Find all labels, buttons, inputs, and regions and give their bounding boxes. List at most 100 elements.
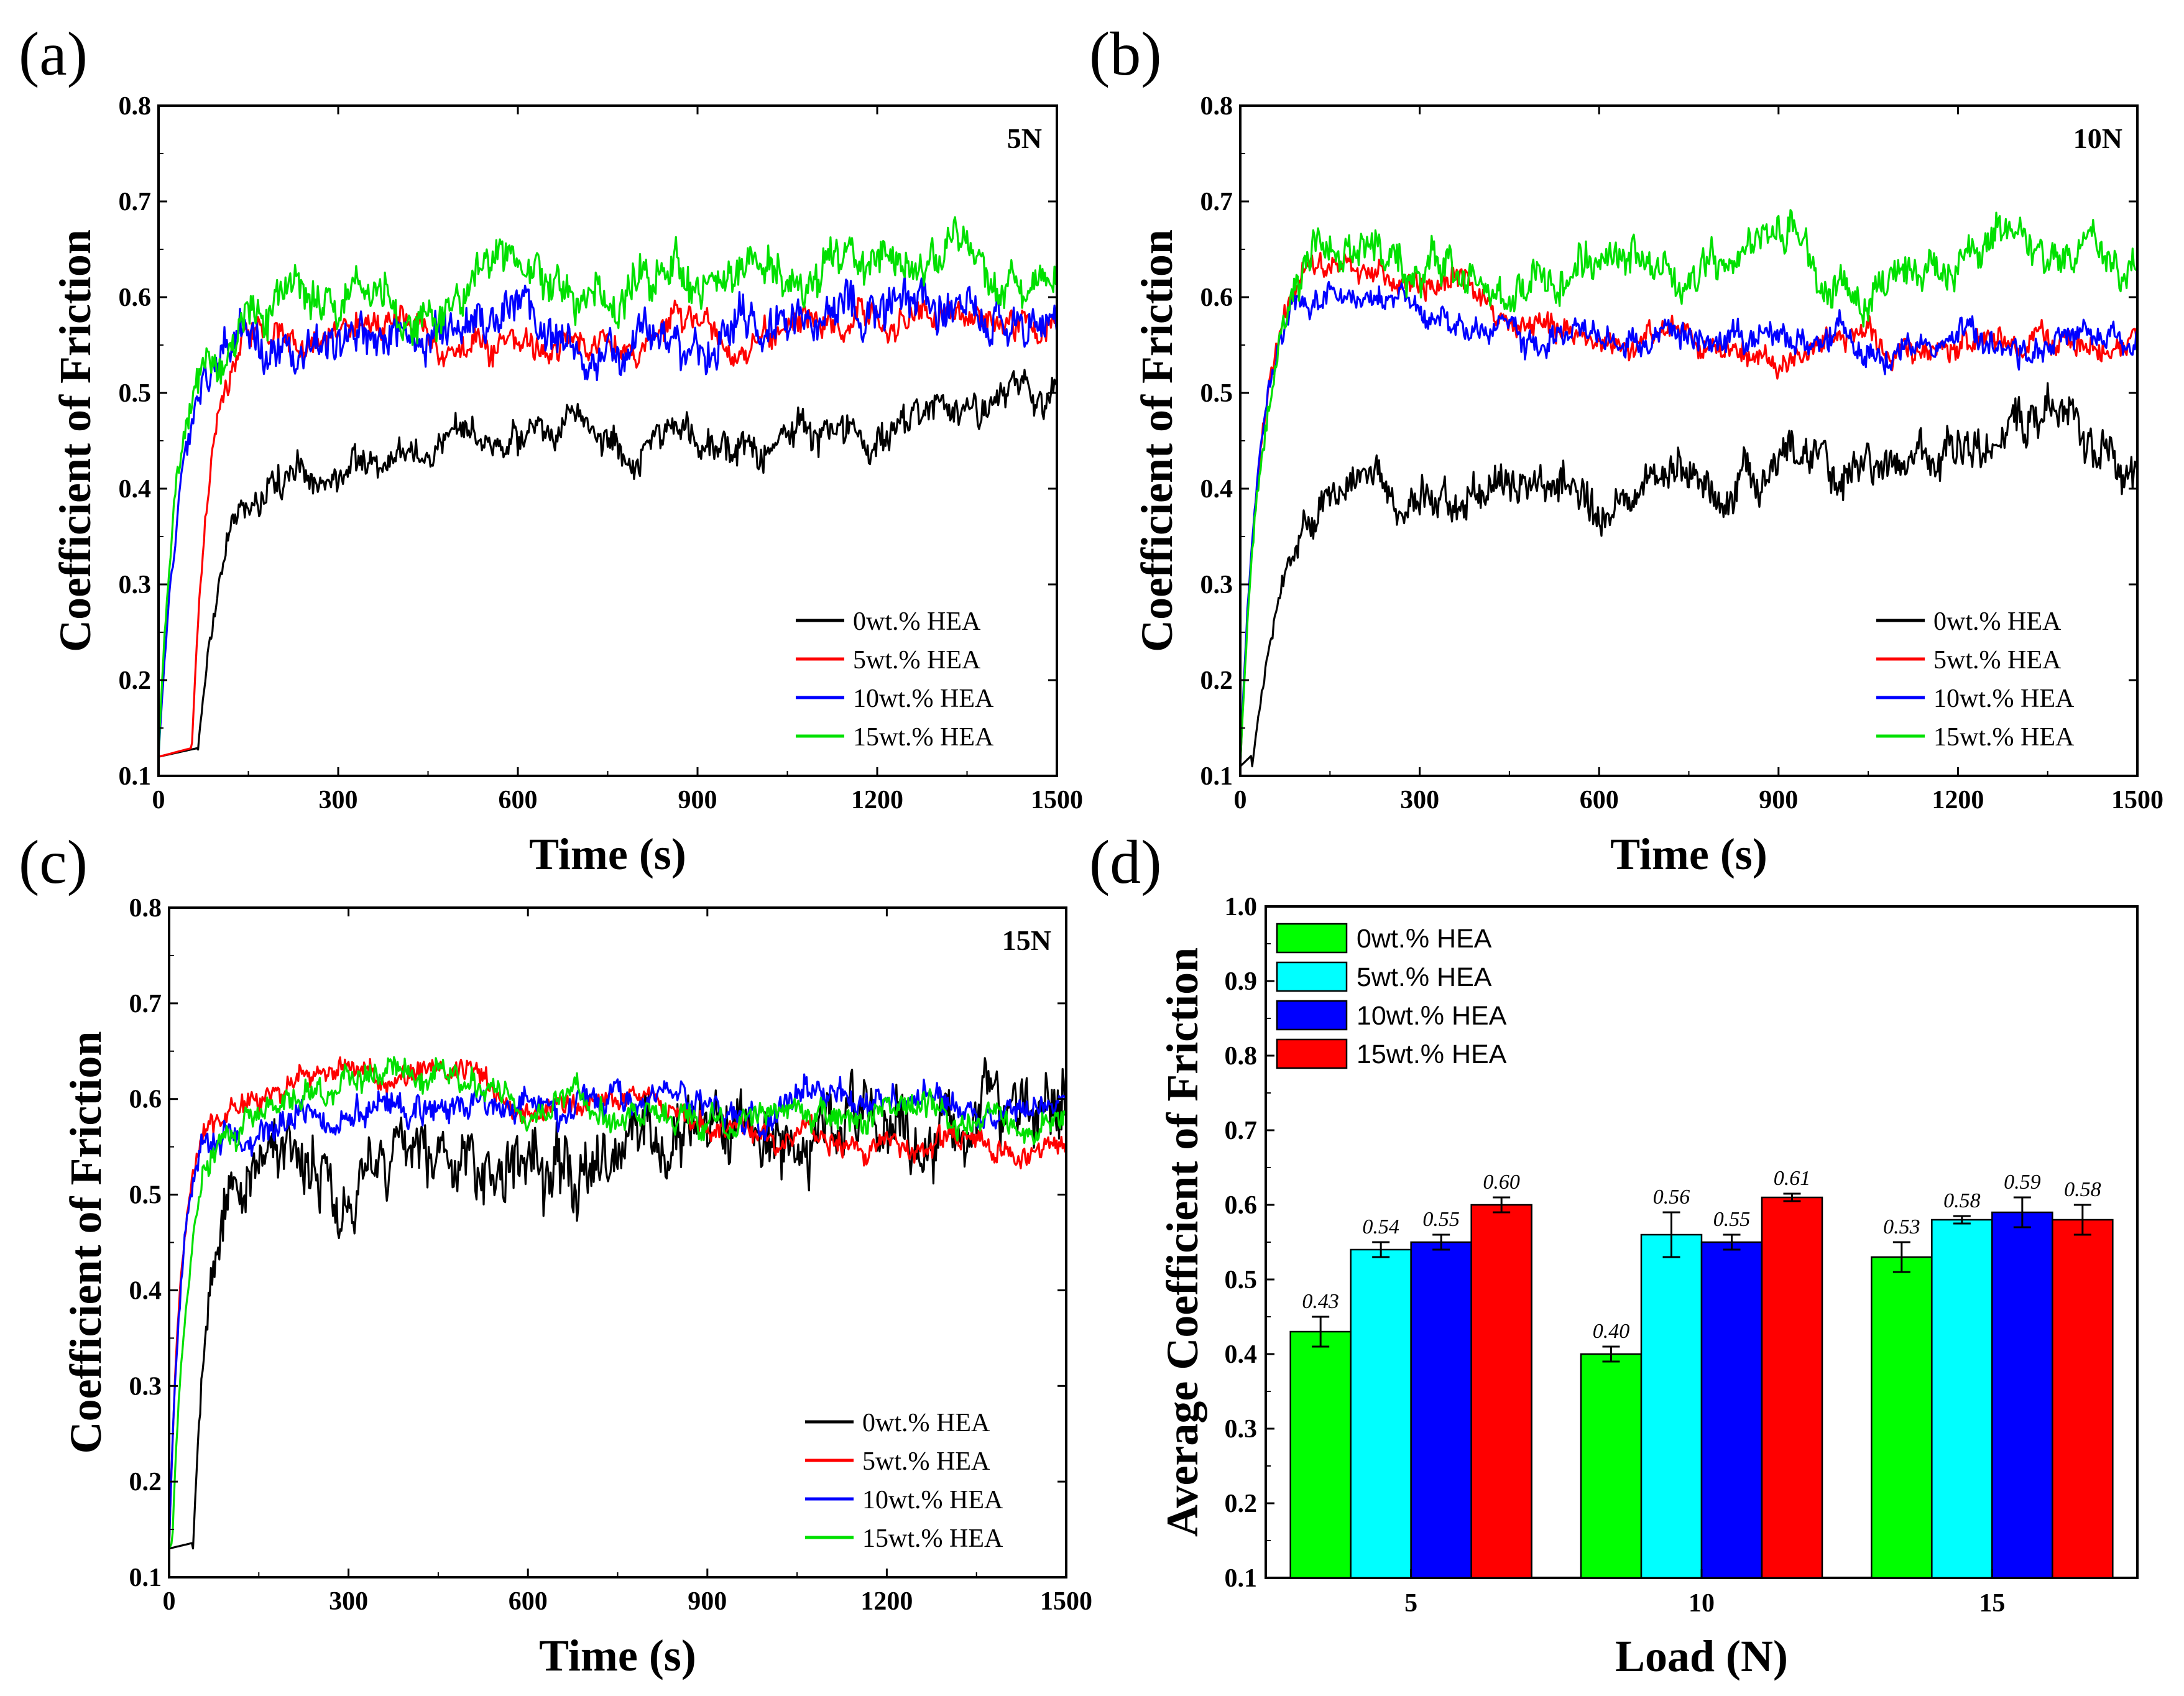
- y-tick-label: 0.9: [1225, 967, 1258, 996]
- y-tick-label: 0.7: [129, 990, 162, 1018]
- series-group: [169, 1056, 1066, 1550]
- x-tick-label: 300: [1400, 786, 1439, 814]
- bar: [1761, 1196, 1823, 1579]
- x-tick-label: 15: [1979, 1589, 2005, 1618]
- y-tick-label: 1.0: [1225, 893, 1258, 921]
- bar: [2052, 1219, 2114, 1579]
- legend-entry: 0wt.% HEA: [853, 607, 981, 636]
- x-tick-label: 900: [678, 786, 717, 814]
- y-tick-label: 0.7: [1200, 188, 1233, 216]
- series-line-15wt-hea: [159, 216, 1057, 757]
- legend-entry: 5wt.% HEA: [1357, 962, 1492, 992]
- x-tick-label: 600: [1580, 786, 1619, 814]
- x-axis-label: Time (s): [539, 1631, 696, 1680]
- y-tick-label: 0.6: [1200, 283, 1233, 312]
- legend-entry: 0wt.% HEA: [1357, 924, 1492, 954]
- x-tick-label: 1200: [1932, 786, 1984, 814]
- bar: [1700, 1241, 1763, 1579]
- y-tick-label: 0.4: [1200, 475, 1233, 504]
- legend-entry: 15wt.% HEA: [1357, 1039, 1507, 1069]
- bar: [1991, 1211, 2053, 1579]
- y-tick-label: 0.7: [119, 188, 152, 216]
- series-group: [1240, 209, 2137, 768]
- bar: [1871, 1256, 1933, 1579]
- series-line-0wt-hea: [159, 369, 1057, 758]
- x-tick-label: 1500: [1031, 786, 1083, 814]
- plot-frame: [168, 906, 1067, 1578]
- x-tick-label: 300: [319, 786, 358, 814]
- x-tick-label: 0: [163, 1587, 176, 1616]
- y-tick-label: 0.5: [129, 1181, 162, 1210]
- x-tick-label: 5: [1404, 1589, 1417, 1618]
- x-axis-label: Load (N): [1615, 1631, 1788, 1681]
- x-axis-label: Time (s): [529, 829, 686, 879]
- bar: [1289, 1330, 1352, 1579]
- y-tick-label: 0.3: [119, 571, 152, 599]
- x-tick-label: 1200: [860, 1587, 913, 1616]
- chart-panel-a: 0.1 0.2 0.3 0.4 0.5 0.6 0.7 0.8 0 300 600 900 1200 15…: [50, 92, 1083, 879]
- bar-value-label: 0.58: [1943, 1189, 1981, 1212]
- y-axis-label: Coefficient of Friction: [50, 229, 100, 652]
- series-line-10wt-hea: [1240, 280, 2137, 767]
- y-tick-label: 0.7: [1225, 1117, 1258, 1145]
- y-axis-label: Coefficient of Friction: [61, 1031, 111, 1454]
- y-tick-label: 0.4: [129, 1276, 162, 1305]
- legend-entry: 15wt.% HEA: [862, 1524, 1003, 1553]
- x-tick-label: 1500: [1040, 1587, 1092, 1616]
- y-tick-label: 0.4: [1225, 1340, 1258, 1369]
- load-label: 15N: [1002, 924, 1051, 956]
- legend-swatch: [1276, 1000, 1348, 1031]
- legend-entry: 5wt.% HEA: [1933, 646, 2062, 675]
- y-tick-label: 0.2: [1200, 666, 1233, 695]
- x-tick-label: 600: [509, 1587, 548, 1616]
- y-tick-label: 0.5: [1225, 1266, 1258, 1294]
- bar: [1580, 1353, 1643, 1579]
- series-line-0wt-hea: [1240, 382, 2137, 768]
- chart-panel-c: 0.1 0.2 0.3 0.4 0.5 0.6 0.7 0.8 0 300 600 900 1200 15…: [61, 894, 1092, 1680]
- chart-panel-b: 0.1 0.2 0.3 0.4 0.5 0.6 0.7 0.8 0 300 600 900 1200 15…: [1132, 92, 2163, 879]
- x-tick-label: 900: [1759, 786, 1798, 814]
- series-line-10wt-hea: [159, 275, 1057, 757]
- bar: [1470, 1204, 1532, 1579]
- bar-value-label: 0.58: [2064, 1178, 2101, 1201]
- series-line-15wt-hea: [169, 1056, 1066, 1549]
- series-line-10wt-hea: [169, 1073, 1066, 1549]
- legend-entry: 10wt.% HEA: [1933, 684, 2075, 713]
- legend-swatch: [1276, 923, 1348, 954]
- y-tick-label: 0.2: [129, 1468, 162, 1496]
- x-axis-label: Time (s): [1610, 829, 1767, 879]
- bar: [1350, 1248, 1412, 1579]
- legend-entry: 0wt.% HEA: [862, 1409, 990, 1437]
- bar: [1410, 1241, 1472, 1579]
- y-tick-label: 0.6: [1225, 1191, 1258, 1220]
- x-tick-label: 1500: [2111, 786, 2163, 814]
- legend-entry: 5wt.% HEA: [853, 646, 981, 675]
- legend-entry: 15wt.% HEA: [1933, 723, 2075, 752]
- x-tick-label: 1200: [851, 786, 903, 814]
- bar-value-label: 0.40: [1593, 1320, 1630, 1343]
- y-tick-label: 0.1: [129, 1564, 162, 1592]
- bar-value-label: 0.55: [1422, 1208, 1460, 1231]
- y-tick-label: 0.3: [1225, 1415, 1258, 1444]
- panel-c-label: (c): [19, 827, 88, 896]
- y-tick-label: 0.8: [1200, 92, 1233, 121]
- y-tick-label: 0.1: [119, 762, 152, 791]
- load-label: 5N: [1007, 122, 1042, 154]
- x-tick-label: 300: [329, 1587, 368, 1616]
- y-tick-label: 0.5: [119, 379, 152, 408]
- y-tick-label: 0.1: [1200, 762, 1233, 791]
- y-tick-label: 0.4: [119, 475, 152, 504]
- legend-swatch: [1276, 1038, 1348, 1069]
- legend-entry: 10wt.% HEA: [862, 1486, 1003, 1514]
- bar: [1931, 1219, 1993, 1579]
- bar-value-label: 0.53: [1883, 1215, 1920, 1238]
- x-tick-label: 0: [1234, 786, 1247, 814]
- bar-value-label: 0.59: [2004, 1171, 2041, 1194]
- y-tick-label: 0.1: [1225, 1564, 1258, 1593]
- y-tick-label: 0.3: [1200, 571, 1233, 599]
- bar-value-label: 0.55: [1713, 1208, 1751, 1231]
- bar-value-label: 0.56: [1653, 1186, 1690, 1209]
- legend-entry: 5wt.% HEA: [862, 1447, 990, 1476]
- y-tick-label: 0.8: [119, 92, 152, 121]
